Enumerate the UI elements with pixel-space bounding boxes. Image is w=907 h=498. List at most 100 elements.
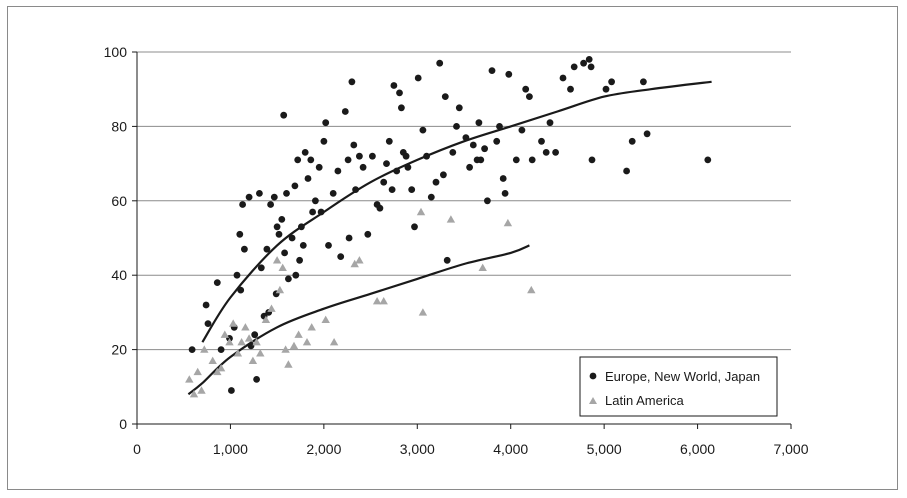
point-europe bbox=[337, 253, 345, 260]
point-europe bbox=[359, 163, 367, 171]
y-tick-label: 80 bbox=[111, 118, 127, 134]
point-europe bbox=[317, 208, 325, 216]
point-latin-america bbox=[281, 345, 290, 353]
point-europe bbox=[419, 126, 427, 134]
point-europe bbox=[414, 74, 422, 82]
point-latin-america bbox=[200, 345, 209, 353]
point-europe bbox=[396, 89, 403, 97]
axes: 0 20 40 60 80 100 0 1,000 2,000 3,000 4,000 5,000 6,… bbox=[104, 44, 809, 457]
point-europe bbox=[241, 245, 248, 253]
point-europe bbox=[217, 346, 225, 353]
point-europe bbox=[499, 175, 507, 182]
point-latin-america bbox=[272, 256, 282, 264]
point-europe bbox=[518, 126, 526, 134]
point-latin-america bbox=[446, 215, 456, 223]
x-tick-label: 1,000 bbox=[213, 441, 248, 457]
point-europe bbox=[253, 376, 260, 383]
x-tick-label: 4,000 bbox=[493, 441, 528, 457]
point-latin-america bbox=[244, 334, 254, 342]
point-europe bbox=[329, 190, 337, 197]
point-europe bbox=[325, 242, 332, 249]
point-europe bbox=[427, 193, 435, 201]
point-europe bbox=[570, 63, 578, 71]
point-latin-america bbox=[350, 259, 359, 268]
point-latin-america bbox=[185, 375, 194, 383]
point-europe bbox=[280, 111, 288, 119]
x-tick-label: 6,000 bbox=[680, 441, 715, 457]
point-latin-america bbox=[302, 338, 312, 346]
point-latin-america bbox=[193, 367, 202, 376]
legend-label-latin-america: Latin America bbox=[605, 393, 685, 408]
point-europe bbox=[704, 156, 712, 164]
point-europe bbox=[501, 190, 509, 197]
legend-label-europe: Europe, New World, Japan bbox=[605, 369, 760, 384]
point-europe bbox=[411, 223, 418, 231]
point-europe bbox=[307, 156, 315, 164]
y-tick-label: 40 bbox=[111, 267, 127, 283]
point-europe bbox=[251, 331, 259, 339]
point-europe bbox=[364, 230, 372, 238]
point-europe bbox=[546, 119, 554, 127]
point-europe bbox=[408, 186, 416, 194]
point-latin-america bbox=[248, 356, 258, 364]
x-tick-label: 7,000 bbox=[773, 441, 808, 457]
point-latin-america bbox=[241, 323, 250, 331]
point-europe bbox=[256, 190, 263, 197]
point-latin-america bbox=[503, 218, 513, 227]
point-europe bbox=[488, 67, 496, 74]
point-europe bbox=[440, 171, 447, 179]
point-europe bbox=[528, 156, 536, 164]
point-europe bbox=[304, 175, 312, 182]
point-europe bbox=[484, 197, 491, 205]
point-europe bbox=[270, 193, 278, 201]
point-latin-america bbox=[229, 319, 238, 327]
legend: Europe, New World, Japan Latin America bbox=[579, 356, 778, 417]
point-europe bbox=[526, 93, 533, 100]
point-europe bbox=[296, 256, 303, 264]
point-latin-america bbox=[197, 386, 206, 394]
point-europe bbox=[404, 163, 412, 171]
gridlines bbox=[137, 51, 791, 351]
point-europe bbox=[475, 119, 483, 127]
point-europe bbox=[239, 201, 247, 208]
point-latin-america bbox=[329, 338, 339, 346]
point-europe bbox=[512, 156, 520, 164]
data-points bbox=[185, 56, 712, 398]
point-latin-america bbox=[233, 349, 243, 357]
point-europe bbox=[281, 249, 288, 257]
point-europe bbox=[236, 230, 244, 238]
point-latin-america bbox=[208, 356, 217, 364]
point-europe bbox=[278, 216, 286, 223]
point-latin-america bbox=[418, 308, 428, 316]
point-europe bbox=[298, 223, 305, 231]
point-europe bbox=[273, 223, 281, 231]
point-latin-america bbox=[237, 338, 246, 346]
point-europe bbox=[315, 163, 323, 171]
point-latin-america bbox=[416, 207, 426, 216]
point-europe bbox=[350, 141, 358, 149]
point-europe bbox=[233, 271, 241, 279]
point-europe bbox=[477, 156, 485, 164]
point-latin-america bbox=[379, 297, 388, 305]
point-europe bbox=[385, 137, 393, 145]
point-europe bbox=[469, 141, 477, 149]
point-latin-america bbox=[478, 263, 487, 271]
point-latin-america bbox=[355, 256, 364, 264]
point-latin-america bbox=[307, 323, 316, 331]
point-latin-america bbox=[256, 349, 265, 357]
trendline-europe bbox=[201, 80, 712, 343]
point-europe bbox=[587, 63, 595, 71]
legend-marker-europe bbox=[589, 372, 597, 380]
point-europe bbox=[283, 190, 290, 197]
point-europe bbox=[320, 137, 328, 145]
point-europe bbox=[344, 156, 352, 164]
point-europe bbox=[263, 245, 271, 253]
point-europe bbox=[505, 70, 513, 78]
point-latin-america bbox=[372, 297, 382, 305]
point-europe bbox=[312, 197, 319, 205]
point-europe bbox=[376, 204, 384, 212]
point-europe bbox=[309, 208, 316, 216]
point-europe bbox=[390, 82, 398, 89]
y-tick-label: 100 bbox=[104, 44, 128, 60]
